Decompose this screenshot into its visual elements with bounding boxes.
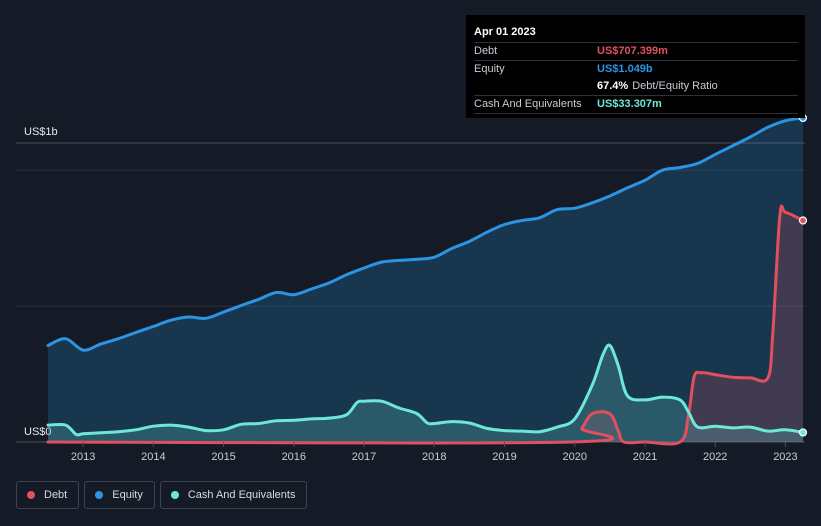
legend-item-cash[interactable]: Cash And Equivalents [159,481,308,509]
x-tick-label-7: 2020 [563,451,587,463]
x-tick-label-9: 2022 [703,451,727,463]
debt-line [46,204,805,446]
tooltip-debt-value: US$707.399m [597,45,668,57]
tooltip-equity-row: Equity US$1.049b [474,60,798,78]
equity-area [48,118,803,442]
tooltip-cash-value: US$33.307m [597,98,662,110]
x-tick-label-10: 2023 [773,451,797,463]
x-tick-label-2: 2015 [211,451,235,463]
series-lines [46,116,805,446]
tooltip-panel: Apr 01 2023 Debt US$707.399m Equity US$1… [466,15,805,118]
debt-dot-icon [27,491,35,499]
legend-item-debt[interactable]: Debt [16,481,80,509]
tooltip-ratio-label: Debt/Equity Ratio [632,80,718,92]
y-label-bottom: US$0 [24,426,52,438]
cash-line [46,343,805,437]
legend-debt-label: Debt [44,489,68,501]
cash-dot-icon [170,491,179,499]
y-label-top: US$1b [24,126,58,138]
tooltip-ratio-value: 67.4% [597,80,629,92]
tooltip-date: Apr 01 2023 [474,26,536,38]
x-tick-label-1: 2014 [141,451,165,463]
x-tick-label-5: 2018 [422,451,446,463]
equity-line [46,116,805,352]
tooltip-debt-label: Debt [474,45,498,57]
debt-endpoint [798,216,808,225]
tooltip-ratio-row: 67.4% Debt/Equity Ratio [474,78,798,95]
x-tick-label-8: 2021 [633,451,657,463]
cash-endpoint [798,428,808,437]
equity-dot-icon [95,491,104,499]
tooltip-cash-row: Cash And Equivalents US$33.307m [474,95,798,114]
x-tick-label-0: 2013 [71,451,95,463]
x-tick-label-3: 2016 [282,451,306,463]
debt-area [48,206,803,444]
x-axis-ticks: 2013 2014 2015 2016 2017 2018 2019 2020 2021 2022… [71,442,798,463]
legend-cash-label: Cash And Equivalents [187,489,296,501]
x-tick-label-6: 2019 [492,451,516,463]
legend-item-equity[interactable]: Equity [84,481,155,509]
tooltip-debt-row: Debt US$707.399m [474,42,798,60]
tooltip-equity-value: US$1.049b [597,63,653,75]
chart-legend: Debt Equity Cash And Equivalents [16,481,312,509]
legend-equity-label: Equity [112,489,143,501]
x-tick-label-4: 2017 [352,451,376,463]
tooltip-equity-label: Equity [474,63,505,75]
tooltip-cash-label: Cash And Equivalents [474,98,582,110]
